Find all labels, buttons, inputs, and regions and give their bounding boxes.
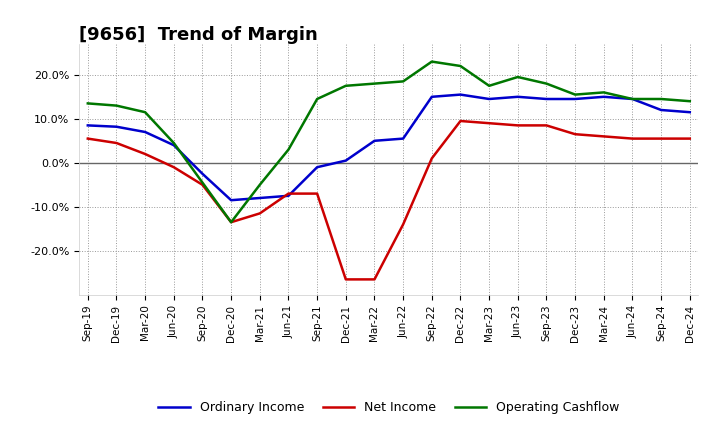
Operating Cashflow xyxy=(513,74,522,80)
Net Income xyxy=(600,134,608,139)
Ordinary Income xyxy=(141,129,150,135)
Operating Cashflow xyxy=(399,79,408,84)
Operating Cashflow xyxy=(227,220,235,225)
Net Income xyxy=(256,211,264,216)
Operating Cashflow xyxy=(542,81,551,86)
Operating Cashflow xyxy=(169,140,178,146)
Net Income xyxy=(198,182,207,187)
Operating Cashflow xyxy=(141,110,150,115)
Operating Cashflow xyxy=(370,81,379,86)
Ordinary Income xyxy=(628,96,636,102)
Net Income xyxy=(685,136,694,141)
Ordinary Income xyxy=(341,158,350,163)
Net Income xyxy=(227,220,235,225)
Operating Cashflow xyxy=(341,83,350,88)
Ordinary Income xyxy=(370,138,379,143)
Ordinary Income xyxy=(571,96,580,102)
Ordinary Income xyxy=(542,96,551,102)
Net Income xyxy=(169,165,178,170)
Net Income xyxy=(628,136,636,141)
Net Income xyxy=(456,118,465,124)
Ordinary Income xyxy=(312,165,321,170)
Operating Cashflow xyxy=(600,90,608,95)
Operating Cashflow xyxy=(657,96,665,102)
Line: Ordinary Income: Ordinary Income xyxy=(88,95,690,200)
Line: Operating Cashflow: Operating Cashflow xyxy=(88,62,690,222)
Ordinary Income xyxy=(198,171,207,176)
Net Income xyxy=(399,222,408,227)
Operating Cashflow xyxy=(456,63,465,69)
Operating Cashflow xyxy=(284,147,293,152)
Net Income xyxy=(341,277,350,282)
Net Income xyxy=(657,136,665,141)
Operating Cashflow xyxy=(256,182,264,187)
Ordinary Income xyxy=(84,123,92,128)
Net Income xyxy=(141,151,150,157)
Operating Cashflow xyxy=(685,99,694,104)
Operating Cashflow xyxy=(428,59,436,64)
Ordinary Income xyxy=(284,193,293,198)
Ordinary Income xyxy=(513,94,522,99)
Text: [9656]  Trend of Margin: [9656] Trend of Margin xyxy=(79,26,318,44)
Operating Cashflow xyxy=(112,103,121,108)
Ordinary Income xyxy=(456,92,465,97)
Ordinary Income xyxy=(600,94,608,99)
Operating Cashflow xyxy=(628,96,636,102)
Net Income xyxy=(370,277,379,282)
Ordinary Income xyxy=(256,195,264,201)
Ordinary Income xyxy=(685,110,694,115)
Net Income xyxy=(284,191,293,196)
Ordinary Income xyxy=(657,107,665,113)
Operating Cashflow xyxy=(198,180,207,185)
Ordinary Income xyxy=(169,143,178,148)
Legend: Ordinary Income, Net Income, Operating Cashflow: Ordinary Income, Net Income, Operating C… xyxy=(153,396,624,419)
Ordinary Income xyxy=(399,136,408,141)
Net Income xyxy=(312,191,321,196)
Ordinary Income xyxy=(485,96,493,102)
Net Income xyxy=(112,140,121,146)
Net Income xyxy=(485,121,493,126)
Ordinary Income xyxy=(428,94,436,99)
Net Income xyxy=(571,132,580,137)
Ordinary Income xyxy=(227,198,235,203)
Line: Net Income: Net Income xyxy=(88,121,690,279)
Operating Cashflow xyxy=(312,96,321,102)
Operating Cashflow xyxy=(485,83,493,88)
Net Income xyxy=(84,136,92,141)
Operating Cashflow xyxy=(84,101,92,106)
Net Income xyxy=(542,123,551,128)
Operating Cashflow xyxy=(571,92,580,97)
Net Income xyxy=(428,156,436,161)
Net Income xyxy=(513,123,522,128)
Ordinary Income xyxy=(112,124,121,129)
